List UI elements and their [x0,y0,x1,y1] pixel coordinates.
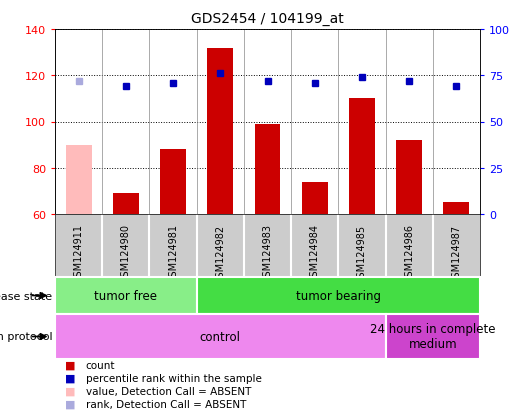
Text: ■: ■ [65,386,75,396]
Text: disease state: disease state [0,291,52,301]
Text: rank, Detection Call = ABSENT: rank, Detection Call = ABSENT [86,399,245,409]
Bar [254,124,280,214]
Text: GSM124980: GSM124980 [121,224,131,283]
Text: GSM124983: GSM124983 [262,224,272,283]
Text: percentile rank within the sample: percentile rank within the sample [86,373,261,383]
Bar [207,48,233,214]
Text: tumor bearing: tumor bearing [295,289,380,302]
Text: ■: ■ [65,399,75,409]
Bar [395,141,421,214]
Text: 24 hours in complete
medium: 24 hours in complete medium [370,323,495,351]
Text: count: count [86,360,115,370]
Bar [55,277,196,314]
Text: control: control [200,330,240,343]
Text: GSM124986: GSM124986 [403,224,413,283]
Text: ■: ■ [65,373,75,383]
Text: tumor free: tumor free [94,289,157,302]
Text: GSM124911: GSM124911 [73,224,83,283]
Text: value, Detection Call = ABSENT: value, Detection Call = ABSENT [86,386,250,396]
Bar [55,314,385,359]
Text: GSM124981: GSM124981 [168,224,178,283]
Text: GSM124985: GSM124985 [356,224,366,283]
Text: ■: ■ [65,360,75,370]
Bar [348,99,374,214]
Bar [112,194,138,214]
Text: growth protocol: growth protocol [0,332,52,342]
Bar [196,277,479,314]
Text: GSM124984: GSM124984 [309,224,319,283]
Bar [385,314,479,359]
Text: GSM124982: GSM124982 [215,224,225,283]
Title: GDS2454 / 104199_at: GDS2454 / 104199_at [191,12,343,26]
Text: GSM124987: GSM124987 [450,224,461,283]
Bar [160,150,186,214]
Bar [66,145,92,214]
Bar [301,182,327,214]
Bar [442,203,468,214]
